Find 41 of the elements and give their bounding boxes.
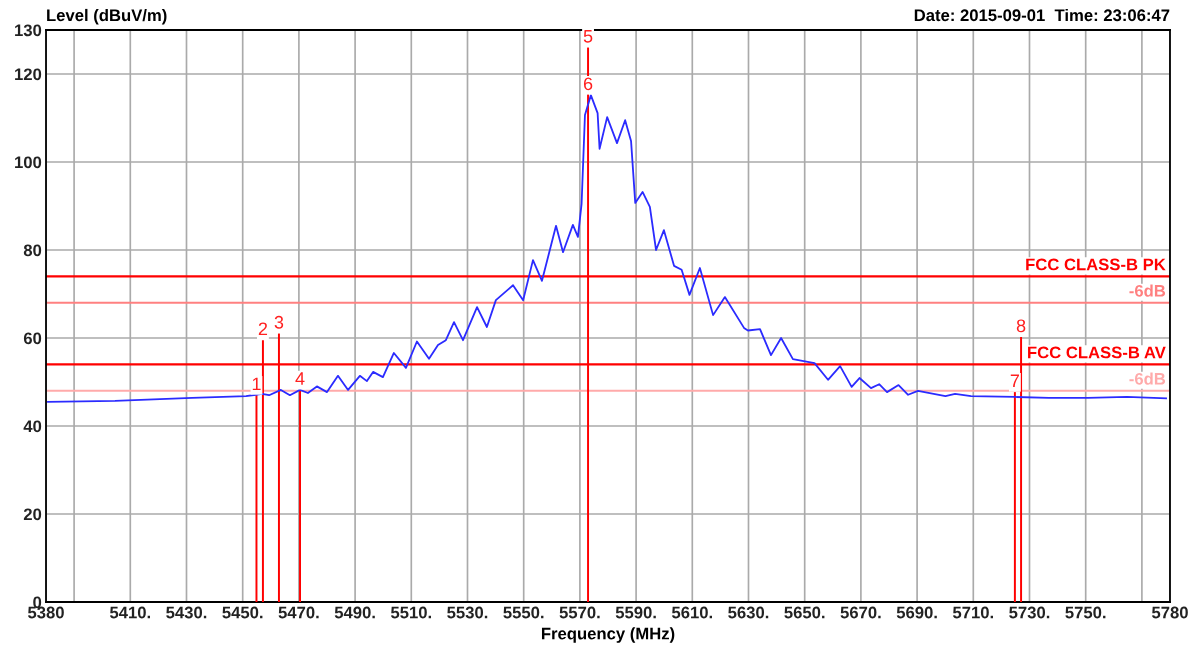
y-tick-label: 80: [23, 244, 42, 257]
y-tick-label: 60: [23, 332, 42, 345]
y-tick-label: 120: [15, 68, 42, 81]
x-axis-title: Frequency (MHz): [541, 627, 675, 643]
x-tick-label: 5590.: [615, 606, 656, 619]
ref-line-label: FCC CLASS-B PK: [1026, 258, 1166, 271]
ref-line-label: -6dB: [1129, 372, 1166, 385]
annotation: 2: [258, 322, 268, 336]
y-tick-label: 130: [15, 24, 42, 37]
y-tick-label: 20: [23, 508, 42, 521]
x-tick-label: 5430.: [166, 606, 207, 619]
x-tick-label: 5550.: [503, 606, 544, 619]
x-tick-label: 5470.: [278, 606, 319, 619]
text: Date: 2015-09-01 Time: 23:06:47: [914, 8, 1170, 22]
x-tick-label: 5730.: [1009, 606, 1050, 619]
x-tick-label: 5490.: [334, 606, 375, 619]
x-tick-label: 5570.: [559, 606, 600, 619]
x-tick-label: 5670.: [840, 606, 881, 619]
annotation: 4: [295, 372, 305, 385]
ref-line-label: FCC CLASS-B AV: [1028, 346, 1166, 359]
x-tick-label: 5530.: [447, 606, 488, 619]
annotation: 7: [1010, 374, 1019, 387]
annotation: 5: [583, 30, 593, 43]
x-tick-label: 5630.: [728, 606, 769, 619]
y-tick-label: 100: [15, 156, 42, 169]
annotation: 8: [1016, 319, 1026, 333]
x-tick-label: 5450.: [222, 606, 263, 619]
y-tick-label: 40: [23, 420, 42, 433]
annotation: 6: [583, 77, 593, 91]
x-tick-label: 5750.: [1065, 606, 1106, 619]
annotation: 3: [274, 315, 284, 329]
ref-line-label: -6dB: [1129, 284, 1166, 297]
x-tick-label: 5610.: [671, 606, 713, 619]
x-tick-label: 5710.: [952, 606, 994, 619]
x-tick-label: 5650.: [784, 606, 825, 619]
y-axis-title: Level (dBuV/m): [47, 8, 167, 25]
annotation: 1: [252, 377, 261, 391]
x-tick-label: 5780: [1151, 606, 1188, 619]
x-tick-label: 5510.: [390, 606, 432, 619]
x-tick-label: 5410.: [109, 606, 151, 619]
x-tick-label: 5690.: [896, 606, 937, 619]
